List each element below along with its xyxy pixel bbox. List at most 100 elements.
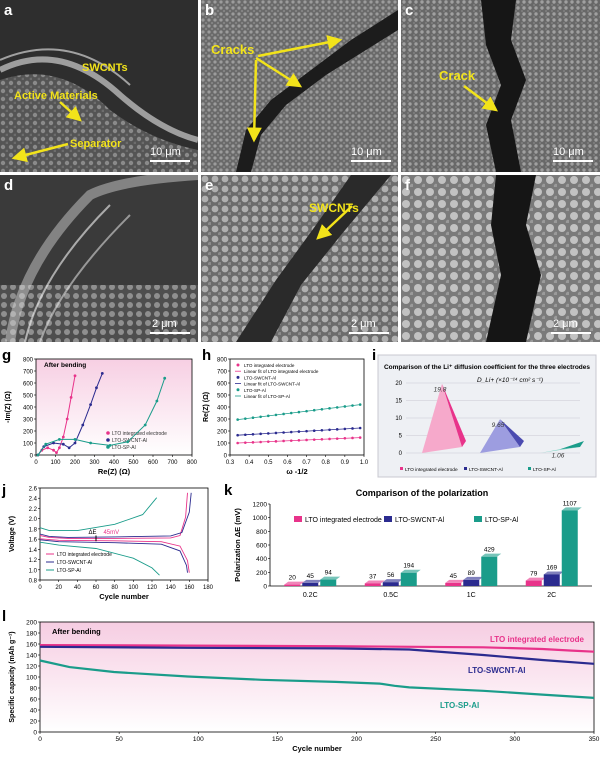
chart-g-point [73,438,77,441]
arrow-crack-1 [257,35,343,58]
panel-letter-f: f [405,177,410,194]
chart-g-ytick-label: 500 [23,394,34,400]
chart-k-bar-top [463,576,484,580]
chart-j-ytick-label: 1.6 [29,538,38,544]
chart-k-legend-marker [474,516,482,522]
chart-h-point [320,437,324,441]
chart-k-bar-top [364,580,385,584]
chart-k-bar-top [543,571,564,575]
chart-g-legend-marker [106,445,110,449]
chart-h-xtick-label: 0.4 [245,460,254,466]
chart-k-ytick-label: 0 [263,584,267,591]
chart-j-annotation-mv: 45mV [103,530,119,536]
chart-k-ytick-label: 200 [256,570,267,577]
chart-h-point [358,436,362,439]
panel-letter-j: j [2,482,7,499]
chart-h-ytick-label: 0 [224,454,228,460]
arrow-crack-c [463,85,498,112]
chart-h-xtick-label: 0.6 [283,460,292,466]
chart-g-point [58,446,61,450]
chart-l-ylabel: Specific capacity (mAh g⁻¹) [9,631,16,722]
chart-i-value-label: 1.06 [552,452,565,459]
chart-h-xtick-label: 0.9 [341,460,350,466]
chart-j-xtick-label: 180 [203,585,214,591]
chart-h-svg: 0 100 200 300 400 500 600 700 800 0.3 0.4 0.5 0.6 0.7… [203,358,369,477]
label-crack: Crack [439,68,476,83]
chart-k-bar-top [320,576,341,580]
scale-text-c: 10 μm [553,146,584,158]
scale-bar-c [553,160,593,162]
chart-j-legend-label: LTO-SWCNT-Al [57,560,92,566]
chart-i: Comparison of the Li⁺ diffusion coeffici… [370,345,600,480]
chart-g-xlabel: Re(Z) (Ω) [98,467,131,476]
chart-k-bar [543,574,560,586]
chart-j-xtick-label: 0 [38,585,42,591]
chart-k-value-label: 94 [325,570,333,577]
panel-letter-k: k [224,482,233,499]
chart-i-ytick-label: 10 [395,416,402,422]
chart-h-legend-label: LTO-SWCNT-Al [244,375,276,380]
chart-i-title: Comparison of the Li⁺ diffusion coeffici… [384,364,590,371]
chart-g-xtick-label: 500 [128,460,139,466]
chart-k-value-label: 79 [530,571,538,578]
label-active-materials: Active Materials [14,90,98,102]
chart-l-series-line [39,644,595,653]
chart-j-ytick-label: 1.4 [29,548,38,554]
chart-h-point [343,405,347,408]
chart-g-point [89,403,92,406]
chart-i-svg: Comparison of the Li⁺ diffusion coeffici… [377,354,597,478]
chart-h-ytick-label: 100 [217,442,228,448]
chart-k-value-label: 194 [403,563,414,570]
scale-bar-d [150,332,190,334]
chart-g-xtick-label: 300 [89,460,100,466]
chart-l-xtick-label: 50 [116,736,124,743]
chart-g-xtick-label: 800 [187,460,198,466]
chart-h-point [236,433,239,437]
chart-i-pyramid-side [500,419,524,447]
chart-h-point [312,429,316,432]
chart-g: 0 100 200 300 400 500 600 700 800 0 100 200 300 400 50… [0,345,200,480]
chart-h-point [358,403,362,406]
chart-k-value-label: 429 [484,547,495,554]
chart-g-xtick-label: 0 [34,460,38,466]
chart-g-point [95,386,98,390]
chart-g-point [73,441,77,445]
chart-k-value-label: 37 [369,573,377,580]
chart-h-point [274,440,278,443]
chart-j-xtick-label: 40 [74,585,81,591]
chart-j-xtick-label: 140 [166,585,177,591]
scale-text-a: 10 μm [150,146,181,158]
chart-g-point [36,453,40,457]
chart-j-legend-label: LTO integrated electrode [57,552,112,558]
chart-h-point [351,436,354,440]
chart-h-legend-label: LTO integrated electrode [244,363,295,368]
chart-g-point [65,417,69,421]
chart-g-xtick-label: 400 [109,460,120,466]
chart-h-xtick-label: 0.8 [322,460,331,466]
chart-k-legend-label: LTO integrated electrode [305,517,382,524]
chart-g-ytick-label: 300 [23,418,34,424]
chart-k-legend-marker [294,516,302,522]
chart-h-point [305,409,308,413]
chart-l-ytick-label: 160 [26,642,37,649]
chart-i-pyramid [540,447,580,453]
chart-h-point [312,438,316,441]
scale-text-e: 2 μm [351,318,376,330]
chart-g-point [44,442,48,446]
chart-h-point [343,427,347,431]
chart-l-ytick-label: 20 [30,719,38,726]
chart-g-series-line [37,375,76,456]
chart-h-point [351,427,354,430]
chart-g-xtick-label: 100 [50,460,61,466]
chart-h-point [305,438,308,442]
chart-h-legend-label: LTO-SP-Al [244,388,266,393]
chart-k-bar [400,572,417,586]
chart-k-bar-top [525,577,546,581]
chart-j-xtick-label: 100 [128,585,139,591]
chart-g-point [55,451,58,454]
chart-h-point [320,407,324,411]
chart-h-point [259,440,262,444]
chart-j-ytick-label: 0.8 [29,579,38,585]
chart-g-point [155,399,159,403]
chart-h-xtick-label: 0.5 [264,460,273,466]
